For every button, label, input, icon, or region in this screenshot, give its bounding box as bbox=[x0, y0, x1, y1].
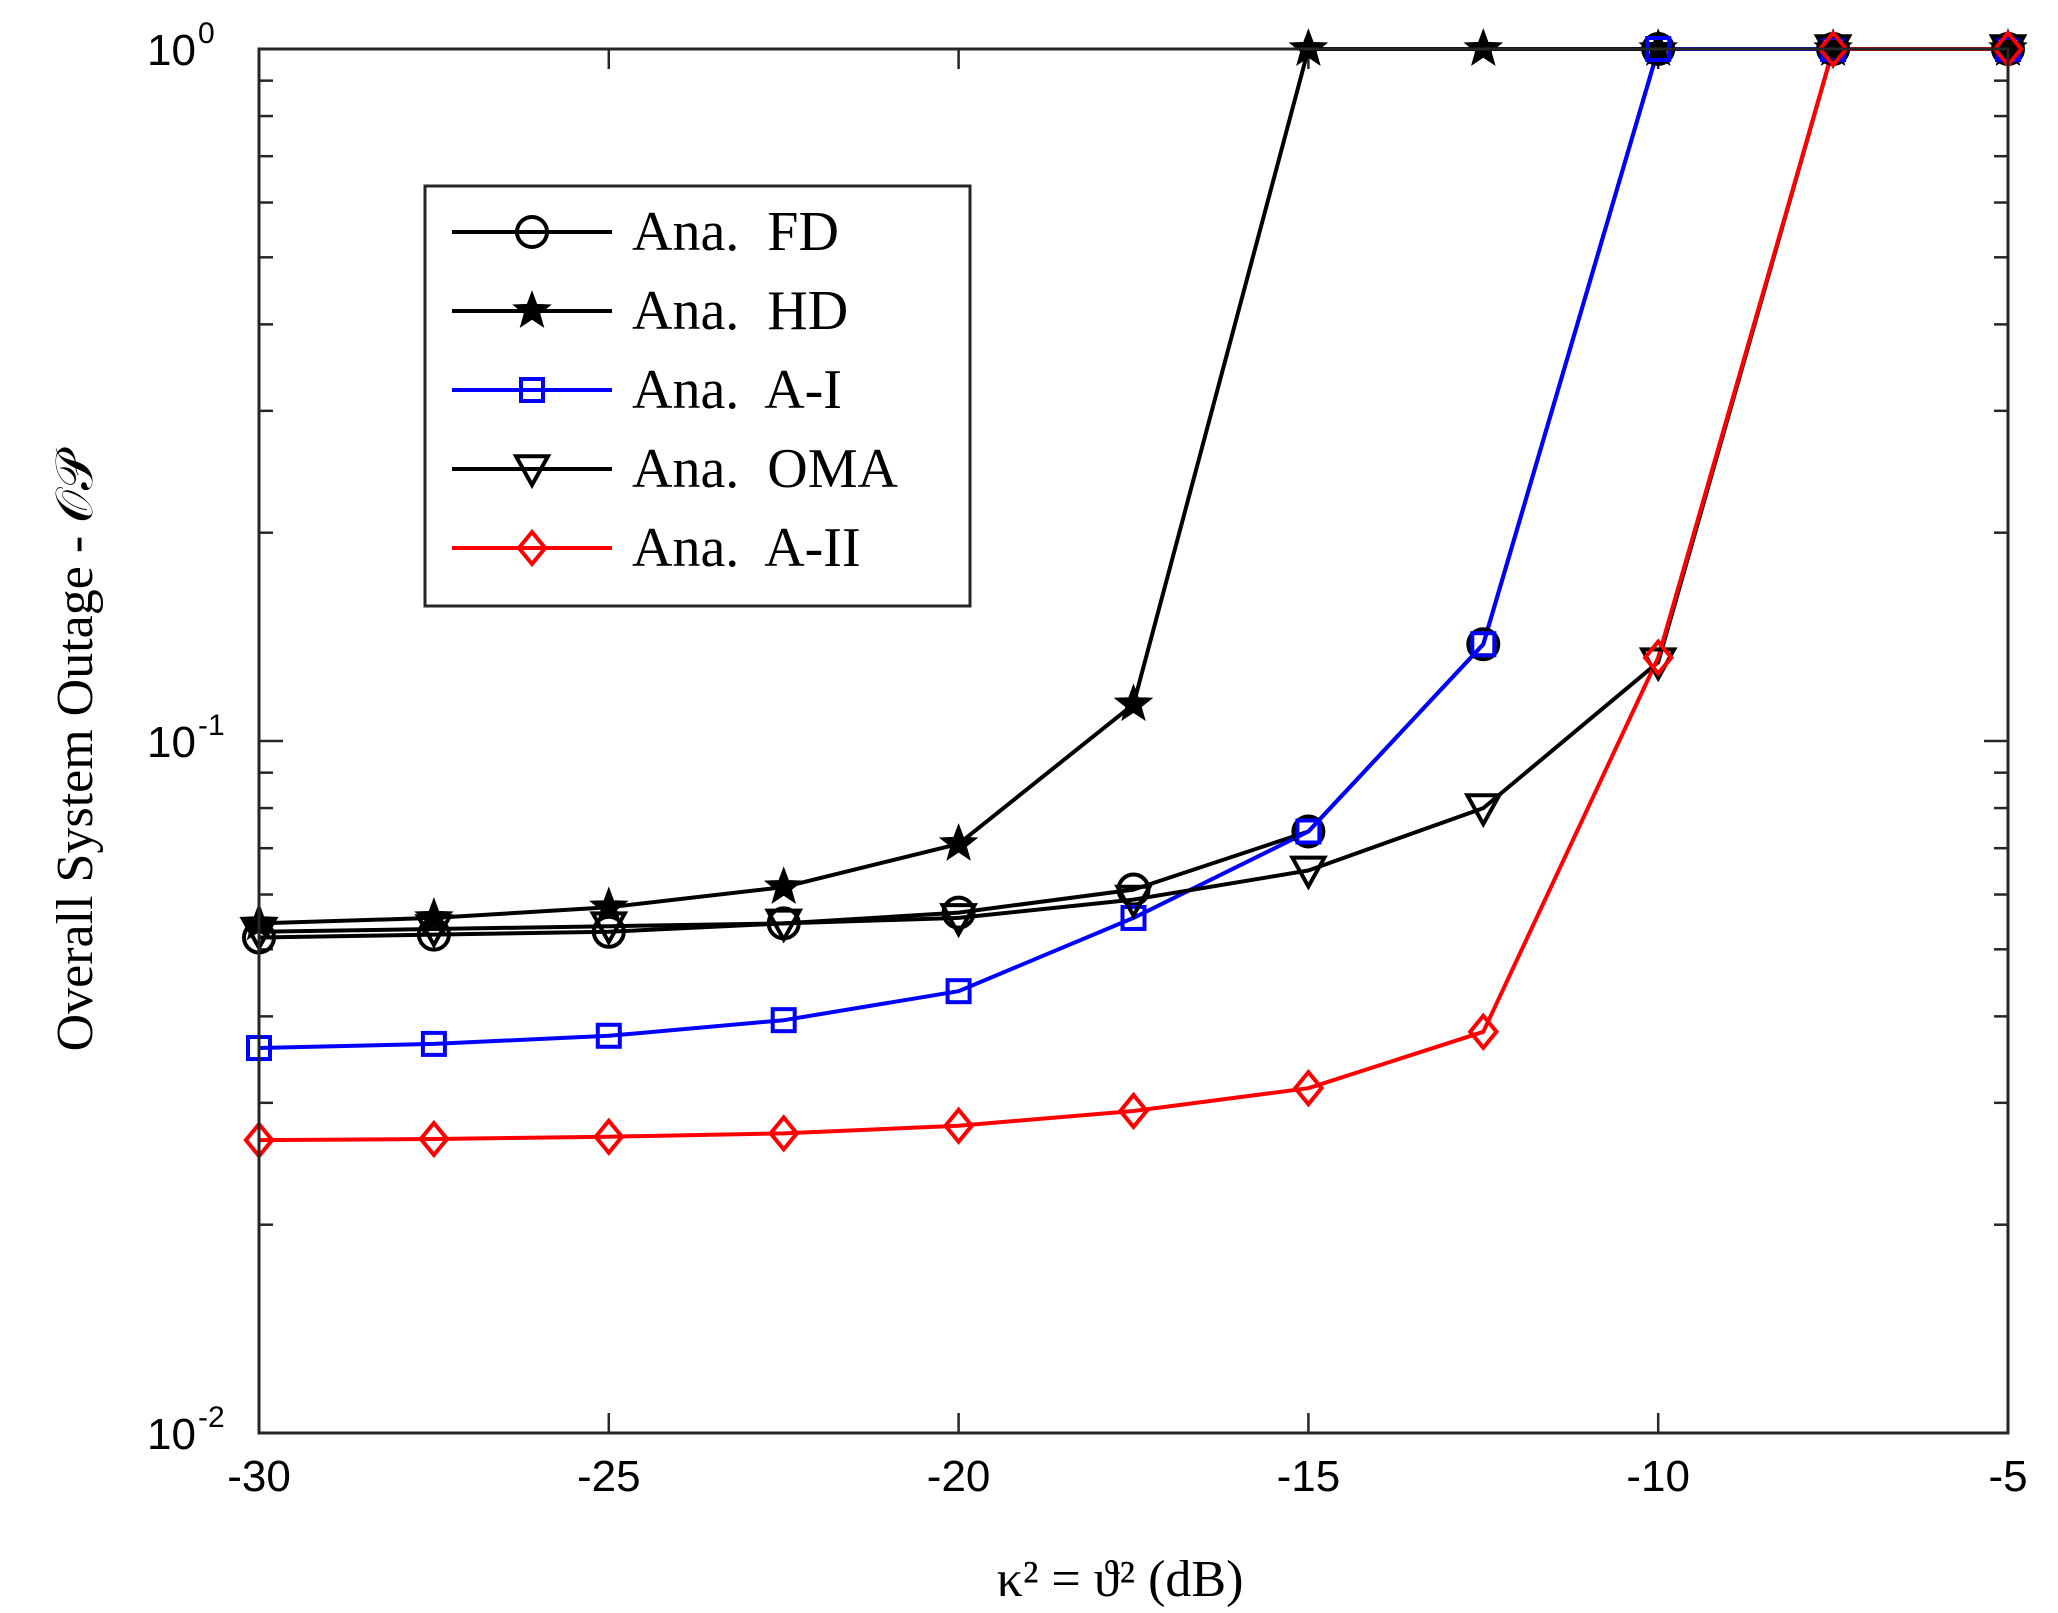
data-point-triangle-down bbox=[1813, 34, 1853, 70]
y-tick-label: 10 -1 bbox=[147, 709, 225, 767]
data-point-square bbox=[1120, 904, 1147, 931]
data-point-diamond bbox=[1642, 638, 1674, 677]
legend-label: Ana. A-II bbox=[632, 517, 861, 579]
series-line-diamond bbox=[258, 47, 2008, 1143]
x-tick-label: -5 bbox=[1988, 1452, 2027, 1501]
data-point-triangle-down bbox=[414, 914, 454, 950]
y-tick-exponent: -2 bbox=[198, 1401, 225, 1434]
data-point-triangle-down bbox=[1289, 855, 1328, 891]
x-tick-label: -10 bbox=[1626, 1452, 1690, 1501]
data-point-circle bbox=[1466, 627, 1501, 662]
legend-item: Ana. FD bbox=[452, 201, 839, 263]
data-point-diamond bbox=[418, 1119, 450, 1159]
legend-marker-square bbox=[519, 377, 545, 403]
data-point-diamond bbox=[1817, 29, 1849, 69]
legend-item: Ana. OMA bbox=[452, 438, 899, 500]
data-point-circle bbox=[591, 914, 626, 949]
data-point-square bbox=[420, 1030, 447, 1057]
x-tick-labels: -30 -25 -20 -15 -10 -5 bbox=[227, 1452, 2027, 1501]
legend-label: Ana. HD bbox=[632, 280, 848, 342]
legend-item: Ana. A-I bbox=[452, 359, 842, 421]
data-point-diamond bbox=[1117, 1091, 1150, 1131]
y-tick-base: 10 bbox=[147, 718, 196, 767]
data-point-square bbox=[945, 978, 972, 1005]
legend-box bbox=[423, 184, 972, 608]
data-point-diamond bbox=[1467, 1012, 1500, 1051]
legend-label: Ana. FD bbox=[632, 201, 839, 263]
data-point-square bbox=[770, 1007, 797, 1034]
y-tick-label: 10 0 bbox=[147, 17, 215, 75]
data-point-triangle-down bbox=[1114, 884, 1153, 920]
legend-label: Ana. A-I bbox=[632, 359, 842, 421]
y-tick-exponent: 0 bbox=[198, 17, 215, 50]
data-point-star bbox=[1288, 28, 1329, 66]
data-point-triangle-down bbox=[1463, 793, 1503, 829]
data-point-diamond bbox=[767, 1114, 800, 1153]
data-point-diamond bbox=[593, 1117, 625, 1156]
legend: Ana. FD Ana. HD Ana. A-I Ana. OMA Ana. A-II bbox=[423, 184, 972, 608]
y-tick-base: 10 bbox=[147, 1410, 196, 1459]
data-point-square bbox=[1295, 818, 1322, 845]
x-tick-label: -30 bbox=[227, 1452, 291, 1501]
data-point-star bbox=[1463, 28, 1504, 66]
data-point-circle bbox=[941, 895, 976, 930]
data-point-square bbox=[1470, 631, 1497, 658]
data-point-triangle-down bbox=[939, 903, 978, 939]
legend-marker-star bbox=[512, 290, 552, 328]
data-point-star bbox=[1113, 683, 1154, 722]
data-point-circle bbox=[1291, 814, 1326, 849]
y-tick-label: 10 -2 bbox=[147, 1401, 225, 1459]
series-markers bbox=[239, 28, 2028, 1160]
data-point-square bbox=[595, 1022, 622, 1049]
legend-item: Ana. HD bbox=[452, 280, 848, 342]
y-tick-exponent: -1 bbox=[198, 709, 225, 742]
minor-ticks bbox=[259, 79, 2008, 1226]
data-point-diamond bbox=[942, 1106, 975, 1145]
data-point-triangle-down bbox=[764, 908, 804, 944]
legend-marker-diamond bbox=[516, 528, 548, 568]
legend-item: Ana. A-II bbox=[452, 517, 861, 579]
data-point-star bbox=[938, 822, 979, 861]
data-point-triangle-down bbox=[1988, 34, 2028, 70]
data-point-triangle-down bbox=[589, 911, 629, 947]
legend-marker-circle bbox=[515, 215, 549, 249]
legend-marker-triangle-down bbox=[512, 454, 552, 490]
x-tick-label: -15 bbox=[1277, 1452, 1341, 1501]
y-tick-base: 10 bbox=[147, 26, 196, 75]
x-tick-label: -25 bbox=[577, 1452, 641, 1501]
data-point-diamond bbox=[1292, 1069, 1325, 1108]
data-point-star bbox=[763, 866, 804, 905]
legend-label: Ana. OMA bbox=[632, 438, 899, 500]
x-axis-label: κ² = ϑ² (dB) bbox=[997, 1551, 1244, 1608]
x-tick-label: -20 bbox=[927, 1452, 991, 1501]
plot-frame bbox=[257, 47, 2010, 1435]
y-axis-label: Overall System Outage - 𝒪𝒫 bbox=[47, 447, 104, 1051]
